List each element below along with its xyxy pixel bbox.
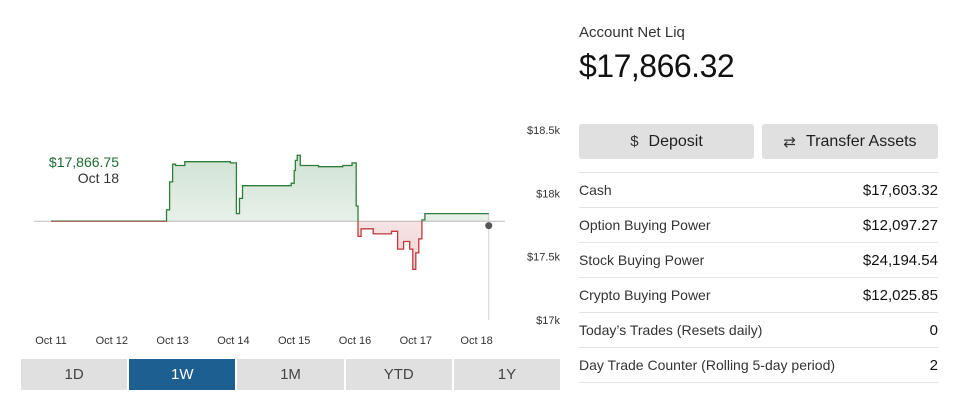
stat-label: Crypto Buying Power bbox=[579, 287, 711, 303]
swap-arrows-icon: ⇄ bbox=[783, 133, 796, 151]
stat-label: Cash bbox=[579, 182, 612, 198]
stat-value: $12,025.85 bbox=[862, 286, 938, 304]
stat-label: Stock Buying Power bbox=[579, 252, 705, 268]
account-net-liq-value: $17,866.32 bbox=[579, 48, 735, 84]
stat-value: $17,603.32 bbox=[862, 181, 938, 199]
stat-label: Today’s Trades (Resets daily) bbox=[579, 322, 763, 338]
x-tick-label: Oct 12 bbox=[96, 335, 128, 347]
stat-value: 0 bbox=[929, 321, 938, 339]
chart-line-loss bbox=[51, 221, 423, 270]
performance-chart[interactable]: $18.5k $18k $17.5k $17k Oct 11 Oct 12 Oct 13 Oc… bbox=[0, 0, 570, 360]
y-tick-label: $18k bbox=[536, 188, 560, 200]
stat-label: Option Buying Power bbox=[579, 217, 711, 233]
stat-row-day-trade-counter: Day Trade Counter (Rolling 5-day period)… bbox=[579, 348, 938, 383]
x-tick-label: Oct 14 bbox=[217, 335, 249, 347]
tab-1d[interactable]: 1D bbox=[21, 359, 128, 390]
account-summary-panel: Account Net Liq $17,866.32 $ Deposit ⇄ T… bbox=[579, 0, 938, 413]
x-tick-label: Oct 11 bbox=[35, 335, 67, 347]
tooltip-date: Oct 18 bbox=[77, 170, 119, 186]
transfer-assets-button[interactable]: ⇄ Transfer Assets bbox=[762, 124, 938, 159]
tab-1w[interactable]: 1W bbox=[129, 359, 236, 390]
stat-row-cash: Cash $17,603.32 bbox=[579, 172, 938, 208]
chart-area-gain bbox=[166, 155, 489, 222]
deposit-button-label: Deposit bbox=[648, 132, 703, 150]
y-tick-label: $17.5k bbox=[527, 252, 561, 264]
dollar-icon: $ bbox=[630, 133, 639, 150]
chart-svg: $18.5k $18k $17.5k $17k Oct 11 Oct 12 Oct 13 Oc… bbox=[34, 125, 561, 347]
chart-area-loss bbox=[51, 221, 489, 270]
time-range-tabs: 1D 1W 1M YTD 1Y bbox=[21, 359, 561, 390]
x-tick-label: Oct 15 bbox=[278, 335, 310, 347]
account-stats-list: Cash $17,603.32 Option Buying Power $12,… bbox=[579, 172, 938, 383]
x-tick-label: Oct 13 bbox=[156, 335, 188, 347]
chart-line-gain bbox=[51, 154, 489, 222]
y-tick-label: $17k bbox=[536, 315, 560, 327]
stat-label: Day Trade Counter (Rolling 5-day period) bbox=[579, 357, 836, 373]
stat-row-crypto-buying-power: Crypto Buying Power $12,025.85 bbox=[579, 278, 938, 313]
stat-row-stock-buying-power: Stock Buying Power $24,194.54 bbox=[579, 243, 938, 278]
stat-value: $12,097.27 bbox=[862, 216, 938, 234]
stat-value: 2 bbox=[929, 356, 938, 374]
stat-row-option-buying-power: Option Buying Power $12,097.27 bbox=[579, 208, 938, 243]
deposit-button[interactable]: $ Deposit bbox=[579, 124, 754, 159]
tab-1m[interactable]: 1M bbox=[237, 359, 344, 390]
transfer-assets-button-label: Transfer Assets bbox=[806, 132, 917, 150]
tab-1y[interactable]: 1Y bbox=[453, 359, 561, 390]
x-tick-label: Oct 17 bbox=[400, 335, 432, 347]
x-tick-label: Oct 16 bbox=[339, 335, 371, 347]
stat-value: $24,194.54 bbox=[862, 251, 938, 269]
tooltip-value: $17,866.75 bbox=[48, 154, 119, 170]
x-tick-label: Oct 18 bbox=[460, 335, 492, 347]
tab-ytd[interactable]: YTD bbox=[345, 359, 452, 390]
account-net-liq-label: Account Net Liq bbox=[579, 24, 685, 41]
y-tick-label: $18.5k bbox=[527, 125, 561, 137]
current-point-marker bbox=[485, 222, 493, 230]
stat-row-todays-trades: Today’s Trades (Resets daily) 0 bbox=[579, 313, 938, 348]
